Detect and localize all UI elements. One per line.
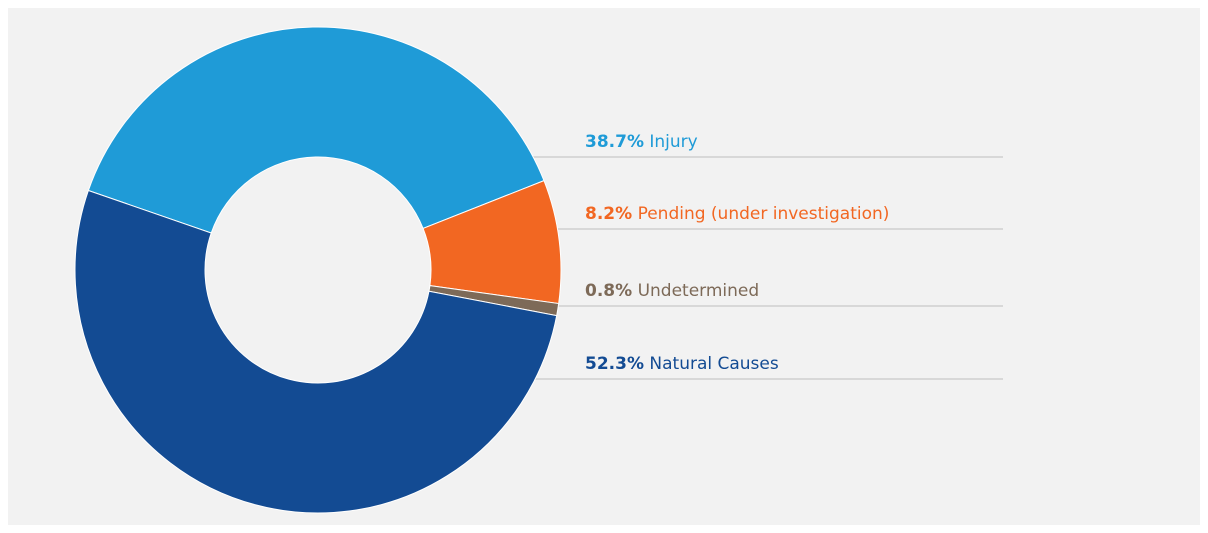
category-label: Pending (under investigation) (638, 204, 890, 224)
donut-segment (74, 189, 558, 514)
legend-label: 0.8% Undetermined (585, 281, 759, 301)
value-label: 38.7% (585, 132, 644, 152)
legend-label: 8.2% Pending (under investigation) (585, 204, 889, 224)
category-label: Natural Causes (649, 354, 778, 374)
value-label: 8.2% (585, 204, 632, 224)
value-label: 0.8% (585, 281, 632, 301)
value-label: 52.3% (585, 354, 644, 374)
category-label: Undetermined (638, 281, 760, 301)
donut-segment (87, 26, 545, 234)
category-label: Injury (649, 132, 697, 152)
legend-label: 52.3% Natural Causes (585, 354, 779, 374)
legend-label: 38.7% Injury (585, 132, 698, 152)
